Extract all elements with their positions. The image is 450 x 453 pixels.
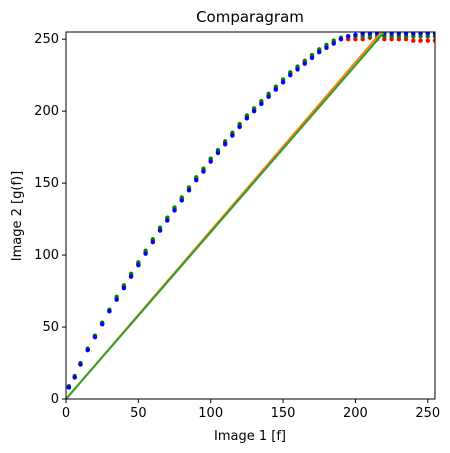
point-blue bbox=[215, 150, 221, 156]
point-red bbox=[411, 38, 416, 43]
point-blue bbox=[150, 239, 156, 245]
point-blue bbox=[251, 108, 257, 114]
point-blue bbox=[280, 80, 286, 85]
point-blue bbox=[78, 362, 83, 367]
point-blue bbox=[425, 32, 430, 36]
point-blue bbox=[179, 198, 184, 203]
point-blue bbox=[432, 32, 435, 36]
point-blue bbox=[411, 32, 416, 36]
y-tick-label: 0 bbox=[51, 392, 59, 407]
point-blue bbox=[208, 159, 213, 164]
x-tick-label: 200 bbox=[343, 406, 368, 421]
point-blue bbox=[222, 142, 228, 147]
y-tick-label: 150 bbox=[34, 176, 59, 191]
point-red bbox=[425, 38, 430, 43]
point-blue bbox=[172, 208, 177, 213]
y-tick-label: 50 bbox=[42, 320, 59, 335]
point-blue bbox=[418, 32, 423, 36]
point-red bbox=[418, 38, 423, 43]
y-tick-label: 250 bbox=[34, 32, 59, 47]
point-blue bbox=[165, 218, 170, 223]
point-blue bbox=[194, 178, 199, 183]
point-blue bbox=[201, 169, 206, 174]
point-blue bbox=[317, 49, 322, 55]
reference-line-line_green bbox=[66, 32, 386, 399]
point-blue bbox=[237, 124, 242, 130]
x-tick-label: 100 bbox=[198, 406, 223, 421]
x-axis-label: Image 1 [f] bbox=[214, 429, 286, 444]
point-blue bbox=[331, 41, 336, 46]
point-blue bbox=[92, 334, 98, 340]
point-blue bbox=[136, 262, 141, 268]
y-tick-label: 100 bbox=[34, 248, 59, 263]
point-blue bbox=[345, 34, 351, 39]
y-axis-label: Image 2 [g(f)] bbox=[10, 171, 25, 261]
point-blue bbox=[389, 32, 394, 36]
point-blue bbox=[186, 188, 192, 193]
x-axis-ticks: 0 50 100 150 200 250 bbox=[62, 399, 440, 421]
point-blue bbox=[66, 385, 72, 390]
chart-title: Comparagram bbox=[196, 8, 304, 26]
point-blue bbox=[309, 55, 315, 61]
point-blue bbox=[295, 67, 300, 72]
point-blue bbox=[230, 133, 235, 138]
y-tick-label: 200 bbox=[34, 104, 59, 119]
x-tick-label: 250 bbox=[415, 406, 440, 421]
point-blue bbox=[266, 94, 271, 99]
point-blue bbox=[157, 228, 163, 233]
point-blue bbox=[107, 309, 112, 314]
point-blue bbox=[288, 72, 293, 78]
point-blue bbox=[338, 36, 344, 42]
point-blue bbox=[244, 116, 250, 121]
point-blue bbox=[143, 251, 148, 256]
y-axis-ticks: 0 50 100 150 200 250 bbox=[34, 32, 66, 407]
point-blue bbox=[114, 297, 119, 302]
point-blue bbox=[72, 375, 77, 380]
x-tick-label: 150 bbox=[271, 406, 296, 421]
point-blue bbox=[353, 32, 358, 38]
point-blue bbox=[259, 101, 264, 107]
point-blue bbox=[360, 32, 365, 36]
point-red bbox=[432, 38, 435, 43]
point-blue bbox=[324, 45, 329, 51]
point-blue bbox=[367, 32, 373, 36]
point-blue bbox=[396, 32, 402, 36]
x-tick-label: 50 bbox=[130, 406, 147, 421]
point-blue bbox=[273, 87, 279, 92]
point-blue bbox=[121, 285, 127, 291]
point-blue bbox=[128, 274, 134, 279]
point-blue bbox=[85, 347, 90, 353]
plot-area bbox=[66, 32, 435, 399]
point-blue bbox=[99, 321, 105, 327]
point-blue bbox=[403, 32, 409, 36]
plot-frame bbox=[65, 31, 436, 400]
x-tick-label: 0 bbox=[62, 406, 70, 421]
point-blue bbox=[302, 61, 307, 66]
